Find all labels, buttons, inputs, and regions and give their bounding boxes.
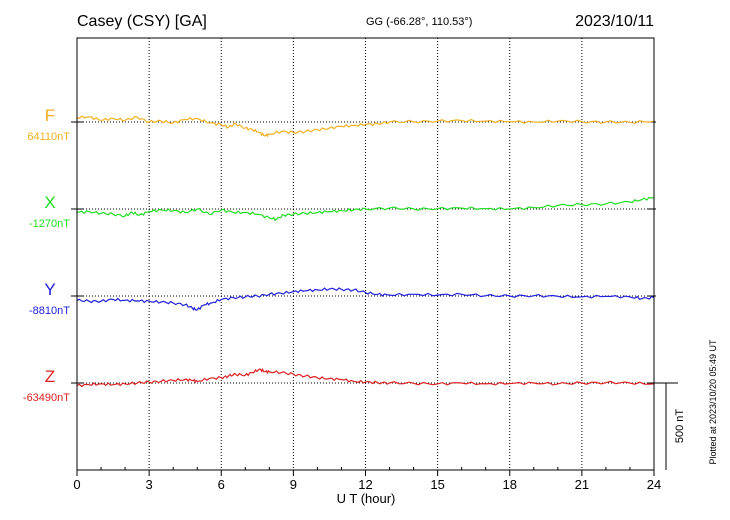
series-line-y [76, 287, 655, 311]
x-tick-label-6: 6 [218, 477, 225, 492]
series-name-z: Z [45, 367, 55, 386]
x-axis-label: U T (hour) [337, 491, 396, 506]
series-line-x [76, 196, 655, 222]
series-traces [76, 115, 655, 388]
baseline-label-f: 64110nT [27, 131, 70, 143]
series-line-f [76, 115, 655, 138]
plotted-timestamp: Plotted at 2023/10/20 05:49 UT [708, 339, 718, 465]
x-tick-label-0: 0 [73, 477, 80, 492]
x-tick-label-18: 18 [503, 477, 517, 492]
date-label: 2023/10/11 [575, 13, 654, 30]
x-tick-label-24: 24 [647, 477, 661, 492]
x-tick-label-21: 21 [575, 477, 589, 492]
x-tick-label-12: 12 [358, 477, 372, 492]
series-name-f: F [45, 106, 55, 125]
series-labels: F 64110nT X -1270nT Y -8810nT Z -63490nT [23, 106, 70, 404]
baselines [71, 121, 656, 384]
baseline-label-z: -63490nT [23, 392, 70, 404]
x-tick-label-9: 9 [290, 477, 297, 492]
scale-bar-label: 500 nT [674, 409, 686, 444]
plot-frame [76, 37, 655, 471]
baseline-label-y: -8810nT [29, 305, 70, 317]
grid-lines [148, 38, 583, 470]
series-line-z [76, 368, 655, 388]
coordinates-label: GG (-66.28°, 110.53°) [366, 16, 472, 28]
station-title: Casey (CSY) [GA] [77, 13, 207, 30]
x-tick-label-15: 15 [430, 477, 444, 492]
x-tick-label-3: 3 [146, 477, 153, 492]
scale-bar: 500 nT [654, 382, 686, 470]
series-name-y: Y [44, 280, 55, 299]
baseline-label-x: -1270nT [29, 218, 70, 230]
series-name-x: X [44, 193, 55, 212]
x-axis: 0 3 6 9 12 15 18 21 24 [73, 467, 661, 492]
